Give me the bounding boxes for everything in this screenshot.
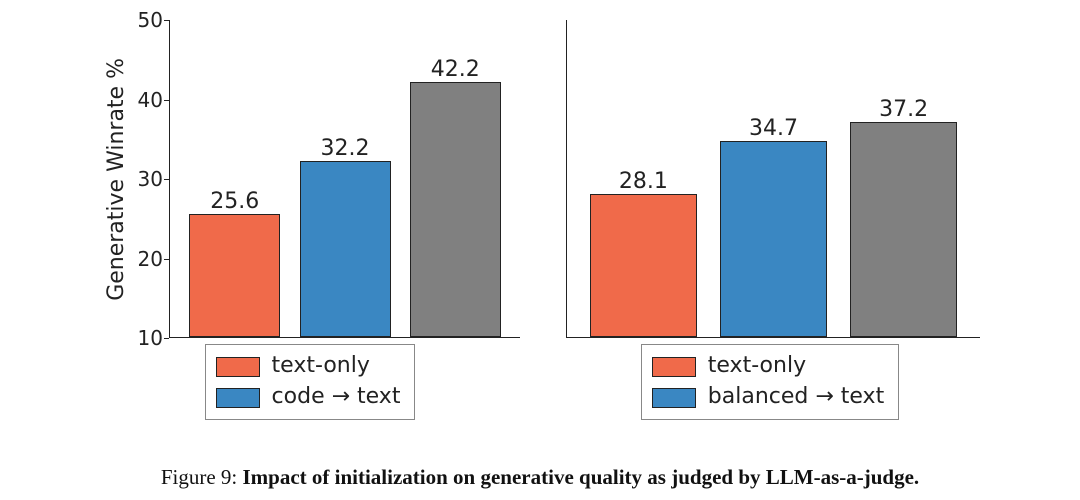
y-tick: 30 xyxy=(138,167,163,191)
bar: 25.6 xyxy=(189,214,280,338)
legend-item: balanced → text xyxy=(652,382,884,413)
legend-label: text-only xyxy=(708,351,806,382)
bars-container: 28.134.737.2 xyxy=(567,20,980,337)
plot-row: 28.134.737.2 xyxy=(560,20,980,338)
plot-row: Generative Winrate % 1020304050 25.632.2… xyxy=(100,20,520,338)
plot-area: 25.632.242.2 xyxy=(169,20,520,338)
legend: text-onlybalanced → text xyxy=(641,344,899,420)
legend-label: balanced → text xyxy=(708,382,884,413)
legend-item: text-only xyxy=(652,351,884,382)
figure-caption: Figure 9: Impact of initialization on ge… xyxy=(0,465,1080,490)
legend-label: code → text xyxy=(272,382,401,413)
figure: Generative Winrate % 1020304050 25.632.2… xyxy=(0,0,1080,500)
panels-row: Generative Winrate % 1020304050 25.632.2… xyxy=(100,20,980,420)
y-tick: 40 xyxy=(138,88,163,112)
legend-swatch xyxy=(652,357,696,377)
plot-area: 28.134.737.2 xyxy=(566,20,980,338)
panel-right: 28.134.737.2 text-onlybalanced → text xyxy=(560,20,980,420)
bar: 37.2 xyxy=(850,122,957,338)
y-tick: 10 xyxy=(138,326,163,350)
bar-value-label: 28.1 xyxy=(619,169,668,194)
bar-value-label: 37.2 xyxy=(879,97,928,122)
bar: 32.2 xyxy=(300,161,391,337)
bar-value-label: 32.2 xyxy=(321,136,370,161)
legend-swatch xyxy=(216,388,260,408)
legend-item: text-only xyxy=(216,351,401,382)
bars-container: 25.632.242.2 xyxy=(170,20,520,337)
bar: 42.2 xyxy=(410,82,501,338)
bar-value-label: 25.6 xyxy=(210,189,259,214)
figure-title: Impact of initialization on generative q… xyxy=(242,465,919,489)
panel-left: Generative Winrate % 1020304050 25.632.2… xyxy=(100,20,520,420)
figure-number: Figure 9: xyxy=(161,465,237,489)
bar: 34.7 xyxy=(720,141,827,337)
y-axis-ticks: 1020304050 xyxy=(129,20,169,338)
legend-item: code → text xyxy=(216,382,401,413)
bar-value-label: 34.7 xyxy=(749,116,798,141)
legend-swatch xyxy=(216,357,260,377)
legend-label: text-only xyxy=(272,351,370,382)
bar: 28.1 xyxy=(590,194,697,338)
bar-value-label: 42.2 xyxy=(431,57,480,82)
legend: text-onlycode → text xyxy=(205,344,416,420)
y-tick: 20 xyxy=(138,247,163,271)
y-axis-label: Generative Winrate % xyxy=(100,58,129,301)
legend-swatch xyxy=(652,388,696,408)
y-tick: 50 xyxy=(138,8,163,32)
